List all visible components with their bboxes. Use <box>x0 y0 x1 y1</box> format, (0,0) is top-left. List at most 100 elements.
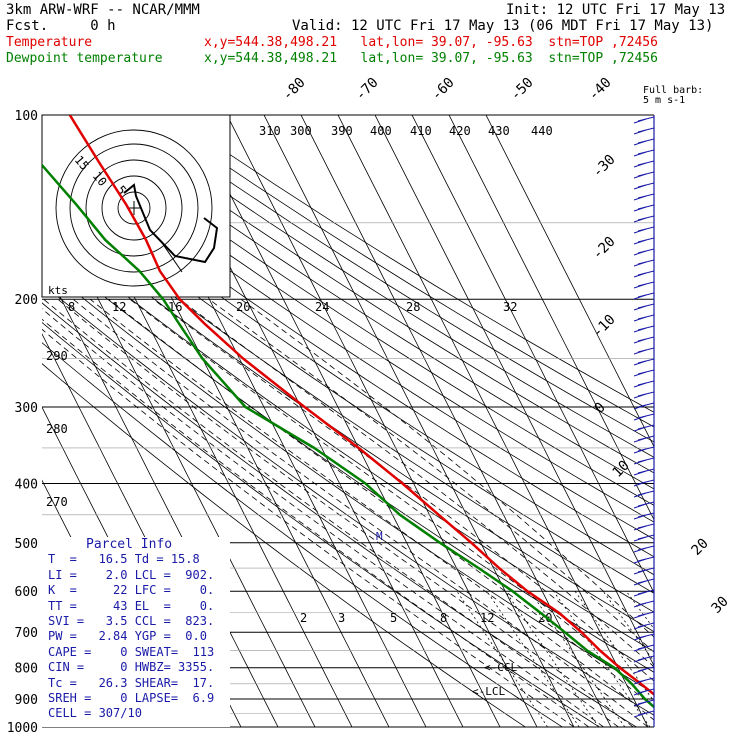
wind-barb-flag <box>633 503 647 509</box>
dry-adiabat-tick-label: 400 <box>370 124 392 138</box>
isotherm-line <box>189 115 501 727</box>
isotherm-line <box>374 115 654 667</box>
barb-legend-title: Full barb: <box>643 85 703 96</box>
dry-adiabat-tick-label: 290 <box>46 349 68 363</box>
wind-barb <box>633 347 655 355</box>
wind-barb <box>633 567 655 575</box>
wind-barb-flag <box>633 283 647 289</box>
temperature-trace <box>68 115 654 696</box>
dry-adiabat-tick-label: 440 <box>531 124 553 138</box>
moist-adiabat-line <box>179 298 654 668</box>
isotherm-tick-label: 20 <box>689 536 712 559</box>
dry-adiabat-line <box>42 342 564 727</box>
pressure-tick-label: 600 <box>15 585 38 600</box>
wind-barb-flag <box>633 635 647 641</box>
mixing-ratio-tick-label: 2 <box>300 611 307 625</box>
isotherm-tick-label: -70 <box>353 75 382 104</box>
wind-barb-flag <box>633 690 647 696</box>
pressure-tick-label: 700 <box>15 626 38 641</box>
wind-barb-flag <box>633 294 647 300</box>
dry-adiabat-line <box>109 139 654 490</box>
dry-adiabat-line <box>208 139 654 413</box>
hodograph-ring <box>85 159 183 257</box>
wind-barb-flag <box>633 558 647 564</box>
wind-barb-flag <box>633 712 647 718</box>
wind-barb-flag <box>633 624 647 630</box>
wind-barb-flag <box>633 129 647 135</box>
wind-barb-flag <box>633 668 647 674</box>
pressure-tick-label: 400 <box>15 477 38 492</box>
dry-adiabat-tick-label: 300 <box>290 124 312 138</box>
parcel-row: PW = 2.84 YGP = 0.0 <box>48 629 207 644</box>
wind-barb <box>633 699 655 707</box>
dry-adiabat-line <box>50 139 654 540</box>
wind-barb <box>633 479 655 487</box>
wind-barb-flag <box>633 602 647 608</box>
wind-barb <box>633 314 655 322</box>
wind-barb-flag <box>633 646 647 652</box>
pressure-tick-label: 100 <box>15 109 38 124</box>
wind-barb-flag <box>633 338 647 344</box>
wind-barb-flag <box>633 305 647 311</box>
parcel-row: TT = 43 EL = 0. <box>48 598 215 613</box>
pressure-tick-label: 900 <box>15 693 38 708</box>
dry-adiabat-tick-label: 310 <box>259 124 281 138</box>
hodograph-ring <box>55 129 213 287</box>
wind-barb <box>633 666 655 674</box>
wind-barb <box>633 545 655 553</box>
moist-adiabat-tick-label: 20 <box>236 300 250 314</box>
wind-barb <box>633 589 655 597</box>
wind-barb <box>633 413 655 421</box>
wind-barb <box>633 303 655 311</box>
dry-adiabat-line <box>42 283 654 716</box>
wind-barb <box>633 391 655 399</box>
wind-barb-flag <box>633 173 647 179</box>
isotherm-line <box>485 115 654 448</box>
hodograph-trace <box>123 183 219 264</box>
wind-barb <box>633 127 655 135</box>
wind-barb <box>633 325 655 333</box>
wind-barb <box>633 204 655 212</box>
wind-barb-flag <box>633 613 647 619</box>
wind-barb <box>633 292 655 300</box>
pressure-tick-label: 200 <box>15 293 38 308</box>
wind-barb <box>633 171 655 179</box>
isotherm-tick-label: -10 <box>590 312 619 341</box>
dry-adiabat-line <box>42 163 654 576</box>
wind-barb <box>633 655 655 663</box>
dry-adiabat-tick-label: 420 <box>449 124 471 138</box>
init-time: Init: 12 UTC Fri 17 May 13 <box>506 2 726 18</box>
wind-barb-flag <box>633 217 647 223</box>
wind-barb-flag <box>633 679 647 685</box>
wind-barb <box>633 435 655 443</box>
isotherm-tick-label: -20 <box>590 234 619 263</box>
wind-barb-flag <box>633 426 647 432</box>
moist-adiabat-line <box>208 298 654 653</box>
wind-barb-flag <box>633 118 647 124</box>
pressure-tick-label: 300 <box>15 401 38 416</box>
dry-adiabat-tick-label: 270 <box>46 495 68 509</box>
wind-barb <box>633 578 655 586</box>
lcl-marker: <-LCL <box>472 685 505 698</box>
hodograph-ring <box>101 175 167 241</box>
wind-barb-flag <box>633 580 647 586</box>
wind-barb-flag <box>633 206 647 212</box>
wind-barb-flag <box>633 437 647 443</box>
wind-barb <box>633 501 655 509</box>
wind-barb <box>633 611 655 619</box>
wind-barb <box>633 193 655 201</box>
moist-adiabat-line <box>72 298 649 727</box>
wind-barb-flag <box>633 261 647 267</box>
parcel-row: CELL = 307/10 <box>48 706 142 721</box>
mixing-ratio-tick-label: 12 <box>480 611 494 625</box>
wind-barb <box>633 622 655 630</box>
moist-adiabat-tick-label: 24 <box>315 300 329 314</box>
wind-barb-flag <box>633 415 647 421</box>
wind-barb-flag <box>633 371 647 377</box>
wind-barb <box>633 226 655 234</box>
dry-adiabat-line <box>149 139 654 458</box>
hodograph-ring <box>117 191 151 225</box>
wind-barb <box>633 457 655 465</box>
dry-adiabat-tick-label: 430 <box>488 124 510 138</box>
wind-barb-flag <box>633 492 647 498</box>
